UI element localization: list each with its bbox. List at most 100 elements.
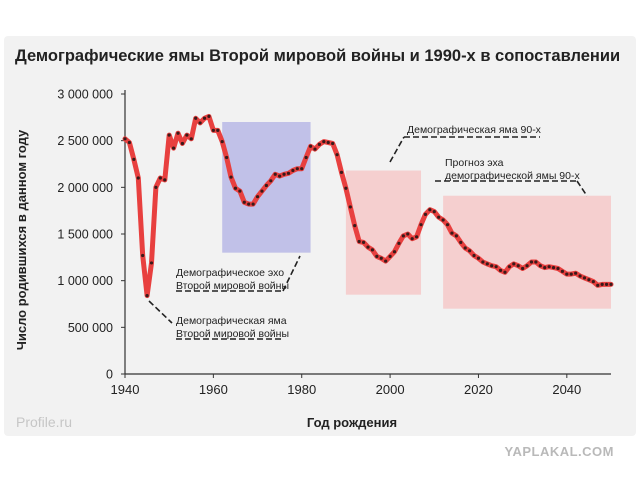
data-point (269, 179, 273, 183)
data-point (322, 140, 326, 144)
annotation-text: Второй мировой войны (176, 280, 289, 292)
data-point (353, 224, 357, 228)
data-point (569, 272, 573, 276)
data-point (538, 264, 542, 268)
source-label: Profile.ru (16, 414, 73, 430)
data-point (565, 272, 569, 276)
annotation-text: Второй мировой войны (176, 328, 289, 340)
data-point (348, 205, 352, 209)
data-point (216, 128, 220, 132)
annotation-text: Прогноз эха (445, 157, 504, 169)
data-point (163, 178, 167, 182)
data-point (180, 141, 185, 146)
data-point (278, 174, 282, 178)
x-axis-label: Год рождения (307, 415, 397, 430)
data-point (331, 141, 335, 146)
data-point (211, 128, 215, 132)
annotation-leader (389, 136, 405, 163)
data-point (158, 176, 162, 180)
data-point (251, 202, 255, 206)
y-axis-label: Число родившихся в данном году (14, 129, 29, 350)
data-point (145, 294, 149, 298)
data-point (238, 189, 242, 193)
data-point (596, 283, 600, 287)
data-point (132, 157, 136, 161)
x-ticks: 1940 1960 1980 2000 2020 2040 (111, 374, 581, 397)
data-point (512, 262, 516, 266)
data-point (459, 240, 463, 244)
data-point (441, 218, 445, 222)
data-point (300, 167, 304, 171)
data-point (361, 240, 366, 244)
annotation-text: Демографическая яма (176, 315, 287, 327)
data-point (185, 133, 189, 137)
data-point (229, 175, 233, 179)
data-point (295, 167, 299, 171)
data-point (127, 140, 132, 145)
annotation-leader (576, 180, 588, 197)
data-point (136, 176, 140, 180)
watermark: YAPLAKAL.COM (504, 444, 614, 459)
data-point (326, 140, 330, 145)
data-point (375, 254, 379, 258)
data-point (379, 256, 383, 260)
y-tick-label: 2 000 000 (57, 181, 113, 195)
data-point (260, 189, 264, 193)
data-point (264, 183, 268, 188)
annotation-text: Демографическое эхо (176, 267, 284, 279)
data-point (344, 186, 348, 190)
data-point (406, 232, 410, 236)
data-point (472, 253, 476, 258)
chart-title: Демографические ямы Второй мировой войны… (15, 47, 621, 65)
y-ticks: 0 500 000 1 000 000 1 500 000 2 000 000 2 500… (57, 88, 125, 382)
data-point (543, 266, 547, 270)
data-point (463, 246, 467, 250)
data-point (194, 116, 198, 120)
data-point (189, 137, 193, 141)
data-point (255, 195, 260, 199)
data-point (503, 270, 507, 274)
data-point (591, 280, 595, 284)
data-point (317, 142, 321, 146)
data-point (582, 276, 587, 280)
data-point (551, 266, 556, 270)
data-point (604, 282, 609, 286)
data-point (149, 261, 154, 265)
x-tick-label: 1940 (111, 382, 140, 397)
data-point (490, 264, 494, 268)
data-point (172, 146, 176, 150)
y-tick-label: 1 000 000 (57, 274, 113, 288)
data-point (225, 155, 229, 160)
data-point (207, 114, 211, 118)
data-point (445, 223, 450, 227)
data-point (339, 170, 344, 174)
data-point (202, 116, 207, 120)
data-point (313, 147, 317, 151)
data-point (286, 171, 291, 175)
data-point (401, 234, 405, 238)
data-point (141, 253, 145, 258)
data-point (587, 278, 591, 282)
data-point (529, 260, 534, 264)
data-point (476, 256, 481, 260)
data-point (547, 265, 551, 269)
data-point (578, 274, 582, 278)
data-point (335, 153, 339, 157)
data-point (432, 210, 436, 214)
data-point (437, 215, 441, 219)
data-point (419, 223, 423, 227)
data-point (198, 121, 202, 125)
y-tick-label: 2 500 000 (57, 134, 113, 148)
data-point (384, 259, 388, 263)
births-series (122, 113, 614, 299)
data-point (247, 202, 251, 206)
data-point (176, 131, 180, 135)
x-tick-label: 2040 (552, 382, 581, 397)
data-point (468, 249, 472, 253)
x-tick-label: 1980 (287, 382, 316, 397)
data-point (525, 264, 529, 268)
data-point (423, 212, 428, 216)
data-point (388, 254, 392, 258)
y-tick-label: 0 (106, 368, 113, 382)
data-point (291, 168, 295, 173)
